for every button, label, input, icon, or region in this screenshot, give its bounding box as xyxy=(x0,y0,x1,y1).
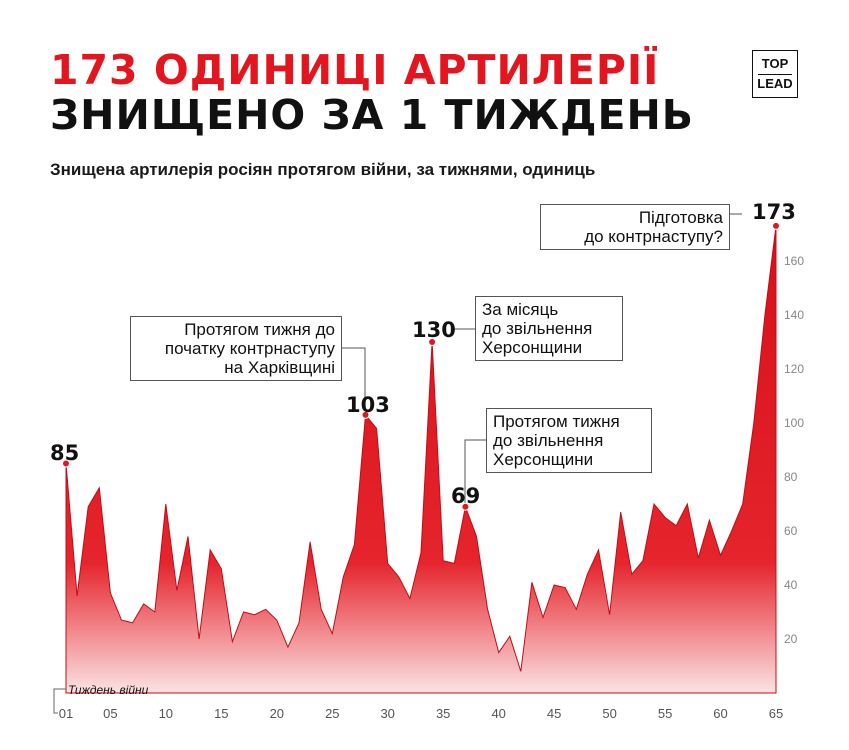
annotation-counteroffensive-line-1: Підготовка xyxy=(638,208,723,227)
y-tick-label-140: 140 xyxy=(784,308,804,322)
logo-top-text: TOP xyxy=(761,55,789,71)
peak-label-173: 173 xyxy=(752,200,796,224)
logo-divider xyxy=(758,73,792,75)
x-axis-bracket xyxy=(53,688,66,714)
x-tick-label-65: 65 xyxy=(769,706,783,721)
annotation-kherson-month-line-2: до звільнення xyxy=(482,319,593,338)
annotation-kherson-week-line-1: Протягом тижня xyxy=(493,412,620,431)
peak-label-85: 85 xyxy=(50,441,80,465)
series-area xyxy=(65,225,777,694)
x-tick-label-25: 25 xyxy=(325,706,339,721)
y-tick-label-40: 40 xyxy=(784,578,798,592)
y-tick-label-80: 80 xyxy=(784,470,798,484)
x-tick-label-40: 40 xyxy=(491,706,505,721)
x-tick-label-35: 35 xyxy=(436,706,450,721)
x-tick-label-10: 10 xyxy=(159,706,173,721)
peak-label-130: 130 xyxy=(412,318,456,342)
x-tick-label-30: 30 xyxy=(380,706,394,721)
y-tick-label-60: 60 xyxy=(784,524,798,538)
peak-dot-103 xyxy=(361,410,370,419)
annotation-kharkiv-line-3: на Харківщині xyxy=(224,358,335,377)
peak-dot-85 xyxy=(62,459,70,468)
x-tick-label-50: 50 xyxy=(602,706,616,721)
x-tick-label-01: 01 xyxy=(59,706,73,721)
annotation-counteroffensive: Підготовка до контрнаступу? xyxy=(540,204,730,250)
peak-dot-130 xyxy=(428,338,437,346)
title-line-1: 173 ОДИНИЦІ АРТИЛЕРІЇ xyxy=(50,46,660,94)
annotation-kharkiv: Протягом тижня до початку контрнаступу н… xyxy=(130,316,342,381)
peak-dot-173 xyxy=(772,221,780,230)
x-tick-label-20: 20 xyxy=(270,706,284,721)
y-tick-label-120: 120 xyxy=(784,362,804,376)
x-tick-label-55: 55 xyxy=(658,706,672,721)
top-lead-logo: TOP LEAD xyxy=(752,50,798,98)
peak-label-69: 69 xyxy=(451,484,481,508)
annotation-leader-0 xyxy=(342,347,366,416)
x-tick-label-05: 05 xyxy=(103,706,117,721)
x-tick-label-15: 15 xyxy=(214,706,228,721)
title-line-2: ЗНИЩЕНО ЗА 1 ТИЖДЕНЬ xyxy=(50,91,695,139)
logo-bottom-text: LEAD xyxy=(757,75,793,91)
annotation-leader-2 xyxy=(464,439,486,506)
x-tick-label-60: 60 xyxy=(713,706,727,721)
annotation-kherson-week-line-3: Херсонщини xyxy=(493,450,594,469)
x-tick-label-45: 45 xyxy=(547,706,561,721)
chart-subtitle: Знищена артилерія росіян протягом війни,… xyxy=(50,160,596,179)
peak-dot-69 xyxy=(461,502,470,511)
y-tick-label-160: 160 xyxy=(784,254,804,268)
annotation-kharkiv-line-1: Протягом тижня до xyxy=(184,320,335,339)
annotation-kherson-month: За місяць до звільнення Херсонщини xyxy=(475,296,623,361)
annotation-kherson-month-line-1: За місяць xyxy=(482,300,559,319)
y-tick-label-20: 20 xyxy=(784,632,798,646)
annotation-kharkiv-line-2: початку контрнаступу xyxy=(164,339,335,358)
annotation-counteroffensive-line-2: до контрнаступу? xyxy=(584,227,723,246)
annotation-kherson-week-line-2: до звільнення xyxy=(493,431,604,450)
peak-label-103: 103 xyxy=(346,393,390,417)
annotation-kherson-week: Протягом тижня до звільнення Херсонщини xyxy=(486,408,652,473)
x-axis-label: Тиждень війни xyxy=(68,683,149,697)
y-tick-label-100: 100 xyxy=(784,416,804,430)
annotation-kherson-month-line-3: Херсонщини xyxy=(482,338,583,357)
